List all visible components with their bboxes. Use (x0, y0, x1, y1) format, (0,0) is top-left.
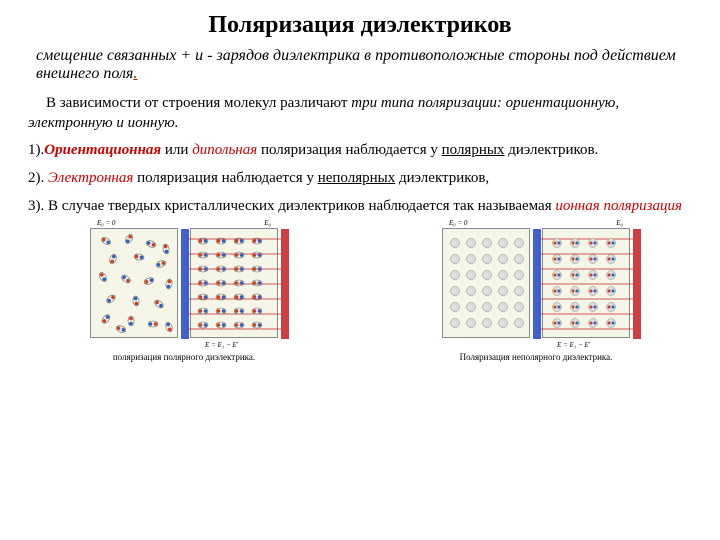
page-title: Поляризация диэлектриков (28, 12, 692, 39)
diagram-pair-left: E₀ = 0 E₀ E = E₁ − E' (90, 228, 278, 338)
item1-tail1: поляризация наблюдается у (257, 142, 441, 158)
diagram-group-left: E₀ = 0 E₀ E = E₁ − E' поляризация полярн… (90, 228, 278, 362)
caption-right: Поляризация неполярного диэлектрика. (460, 352, 613, 362)
item1-underline: полярных (442, 142, 505, 158)
diagram-polar-field: E₀ E = E₁ − E' (190, 228, 278, 338)
nonpolar-nofield-svg (443, 229, 531, 339)
nonpolar-field-svg (533, 229, 641, 339)
label-c: E₀ = 0 (449, 219, 467, 227)
definition-text: смещение связанных + и - зарядов диэлект… (28, 47, 692, 83)
label-d2: E = E₁ − E' (557, 341, 590, 349)
caption-left: поляризация полярного диэлектрика. (113, 352, 255, 362)
item2-underline: неполярных (318, 170, 396, 186)
diagrams-row: E₀ = 0 E₀ E = E₁ − E' поляризация полярн… (28, 228, 692, 362)
item3-text1: В случае твердых кристаллических диэлект… (48, 198, 555, 214)
diagram-nonpolar-field: E₀ E = E₁ − E' (542, 228, 630, 338)
item3-num: 3). (28, 198, 48, 214)
item2-red: Электронная (48, 170, 133, 186)
item-1: 1).Ориентационная или дипольная поляриза… (28, 140, 692, 160)
diagram-group-right: E₀ = 0 E₀ E = E₁ − E' Поляризация неполя… (442, 228, 630, 362)
label-a: E₀ = 0 (97, 219, 115, 227)
plate-left (181, 229, 189, 339)
item1-num: 1). (28, 142, 44, 158)
item2-mid: поляризация наблюдается у (133, 170, 317, 186)
item1-red: Ориентационная (44, 142, 161, 158)
item2-num: 2). (28, 170, 48, 186)
label-b: E₀ (264, 219, 271, 227)
intro-line1: В зависимости от строения молекул различ… (46, 95, 351, 111)
item-2: 2). Электронная поляризация наблюдается … (28, 168, 692, 188)
plate-right-2 (633, 229, 641, 339)
polar-nofield-svg (91, 229, 179, 339)
item1-mid: или (161, 142, 192, 158)
polar-field-svg (181, 229, 289, 339)
intro-paragraph: В зависимости от строения молекул различ… (28, 93, 692, 134)
item1-red2: дипольная (192, 142, 257, 158)
label-b2: E = E₁ − E' (205, 341, 238, 349)
plate-left-2 (533, 229, 541, 339)
item1-tail2: диэлектриков. (504, 142, 598, 158)
diagram-polar-nofield: E₀ = 0 (90, 228, 178, 338)
diagram-nonpolar-nofield: E₀ = 0 (442, 228, 530, 338)
plate-right (281, 229, 289, 339)
item3-red: ионная поляризация (555, 198, 682, 214)
diagram-pair-right: E₀ = 0 E₀ E = E₁ − E' (442, 228, 630, 338)
item-3: 3). В случае твердых кристаллических диэ… (28, 196, 692, 216)
label-d: E₀ (616, 219, 623, 227)
definition-period: . (133, 65, 137, 82)
item2-tail: диэлектриков, (395, 170, 489, 186)
definition-body: смещение связанных + и - зарядов диэлект… (36, 47, 676, 82)
